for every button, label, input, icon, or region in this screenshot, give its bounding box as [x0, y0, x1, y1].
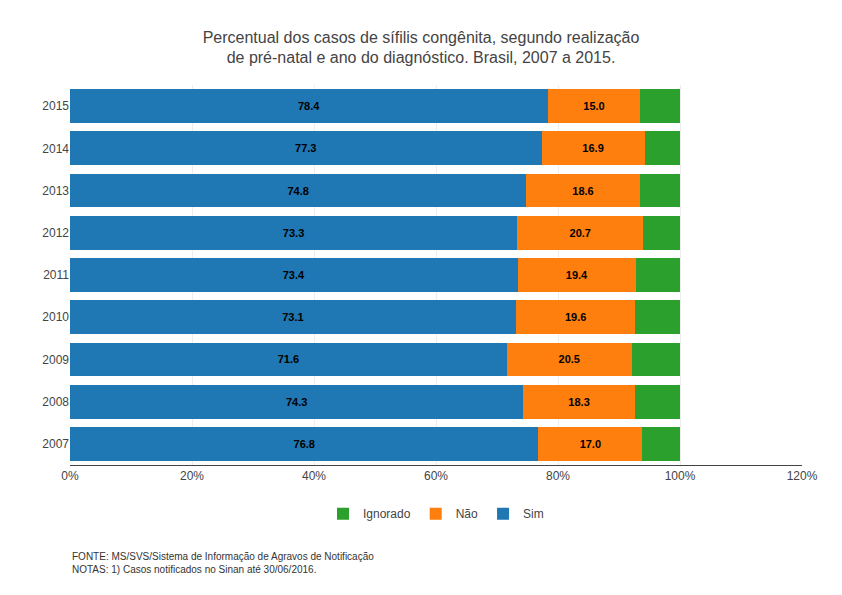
svg-text:2010: 2010	[42, 310, 69, 324]
svg-text:60%: 60%	[424, 469, 448, 483]
svg-text:20%: 20%	[180, 469, 204, 483]
svg-text:77.3: 77.3	[295, 142, 316, 154]
svg-text:74.3: 74.3	[286, 396, 307, 408]
svg-text:Sim: Sim	[523, 507, 544, 521]
svg-text:74.8: 74.8	[287, 185, 308, 197]
svg-text:71.6: 71.6	[278, 353, 299, 365]
svg-text:2012: 2012	[42, 226, 69, 240]
svg-text:40%: 40%	[302, 469, 326, 483]
svg-text:80%: 80%	[546, 469, 570, 483]
svg-text:18.3: 18.3	[568, 396, 589, 408]
svg-text:Percentual dos casos de sífili: Percentual dos casos de sífilis congênit…	[203, 29, 640, 67]
svg-text:15.0: 15.0	[583, 100, 604, 112]
svg-text:76.8: 76.8	[294, 438, 315, 450]
svg-text:73.3: 73.3	[283, 227, 304, 239]
svg-text:2009: 2009	[42, 353, 69, 367]
svg-text:Não: Não	[456, 507, 478, 521]
svg-text:19.4: 19.4	[566, 269, 588, 281]
svg-text:2014: 2014	[42, 142, 69, 156]
svg-text:2008: 2008	[42, 395, 69, 409]
svg-text:100%: 100%	[665, 469, 696, 483]
svg-text:2011: 2011	[43, 268, 69, 282]
svg-text:2013: 2013	[42, 184, 69, 198]
svg-text:Ignorado: Ignorado	[363, 507, 411, 521]
svg-text:20.5: 20.5	[559, 353, 580, 365]
svg-text:18.6: 18.6	[572, 185, 593, 197]
svg-text:19.6: 19.6	[565, 311, 586, 323]
svg-text:73.1: 73.1	[282, 311, 303, 323]
svg-text:20.7: 20.7	[570, 227, 591, 239]
svg-text:78.4: 78.4	[298, 100, 320, 112]
svg-text:2015: 2015	[42, 99, 69, 113]
svg-text:0%: 0%	[61, 469, 79, 483]
svg-text:17.0: 17.0	[580, 438, 601, 450]
svg-text:2007: 2007	[42, 437, 69, 451]
svg-text:16.9: 16.9	[582, 142, 603, 154]
svg-text:FONTE: MS/SVS/Sistema de Infor: FONTE: MS/SVS/Sistema de Informação de A…	[72, 551, 374, 575]
svg-text:120%: 120%	[787, 469, 818, 483]
svg-text:73.4: 73.4	[283, 269, 305, 281]
